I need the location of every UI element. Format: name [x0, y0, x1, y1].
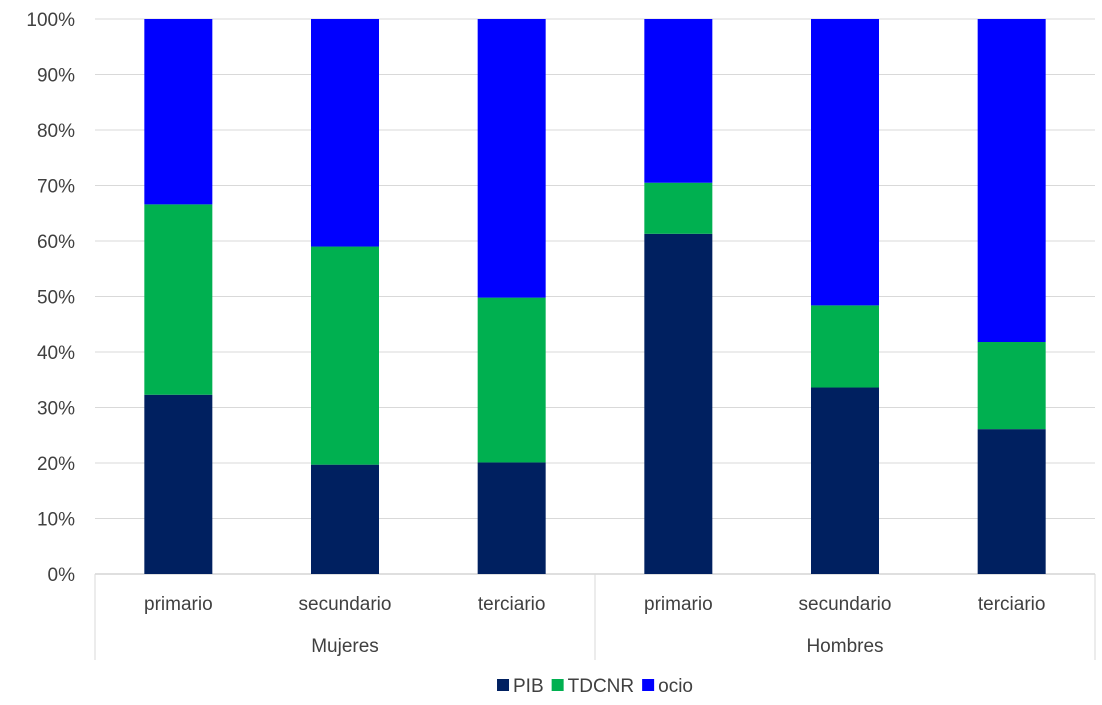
- legend-label-tdcnr: TDCNR: [568, 676, 635, 697]
- bar-segment-ocio: [477, 19, 546, 298]
- bar-segment-pib: [811, 387, 879, 574]
- y-tick-label: 70%: [37, 177, 75, 198]
- legend-swatch-tdcnr: [551, 679, 564, 691]
- bar-segment-ocio: [977, 19, 1046, 343]
- legend-label-pib: PIB: [513, 676, 544, 697]
- x-category-label: secundario: [299, 594, 392, 615]
- bar-segment-pib: [644, 233, 713, 574]
- bar-segment-ocio: [811, 19, 879, 306]
- bar-segment-ocio: [311, 19, 379, 247]
- x-category-label: primario: [644, 594, 713, 615]
- x-axis: primario secundario terciario primario secun…: [94, 574, 1096, 660]
- y-tick-label: 30%: [37, 399, 75, 420]
- y-tick-label: 20%: [37, 454, 75, 475]
- legend-label-ocio: ocio: [658, 676, 693, 697]
- bar-segment-tdcnr: [311, 246, 379, 465]
- bars: [144, 19, 1046, 574]
- bar-segment-pib: [144, 394, 213, 574]
- bar-segment-ocio: [144, 19, 213, 205]
- y-tick-label: 90%: [37, 66, 75, 87]
- gridlines: [95, 18, 1095, 575]
- x-category-label: terciario: [478, 594, 546, 615]
- bar-segment-ocio: [644, 19, 713, 183]
- y-tick-label: 60%: [37, 232, 75, 253]
- y-tick-label: 50%: [37, 288, 75, 309]
- bar-segment-pib: [477, 462, 546, 574]
- y-tick-label: 0%: [48, 565, 76, 586]
- x-group-label: Hombres: [806, 636, 883, 657]
- bar-segment-pib: [311, 464, 379, 574]
- bar-segment-tdcnr: [144, 204, 213, 395]
- y-tick-label: 80%: [37, 121, 75, 142]
- bar-segment-tdcnr: [644, 182, 713, 234]
- bar-segment-tdcnr: [977, 342, 1046, 430]
- bar-segment-pib: [977, 429, 1046, 574]
- x-category-label: terciario: [978, 594, 1046, 615]
- x-group-label: Mujeres: [311, 636, 379, 657]
- y-axis-tick-labels: 0% 10% 20% 30% 40% 50% 60% 70% 80% 90% 100%: [26, 10, 75, 586]
- bar-segment-tdcnr: [477, 297, 546, 463]
- y-tick-label: 40%: [37, 343, 75, 364]
- legend: PIB TDCNR ocio: [497, 676, 693, 697]
- y-tick-label: 10%: [37, 510, 75, 531]
- x-category-label: secundario: [799, 594, 892, 615]
- legend-swatch-ocio: [642, 679, 655, 691]
- x-category-label: primario: [144, 594, 213, 615]
- legend-swatch-pib: [497, 679, 510, 691]
- y-tick-label: 100%: [26, 10, 75, 31]
- bar-segment-tdcnr: [811, 305, 879, 388]
